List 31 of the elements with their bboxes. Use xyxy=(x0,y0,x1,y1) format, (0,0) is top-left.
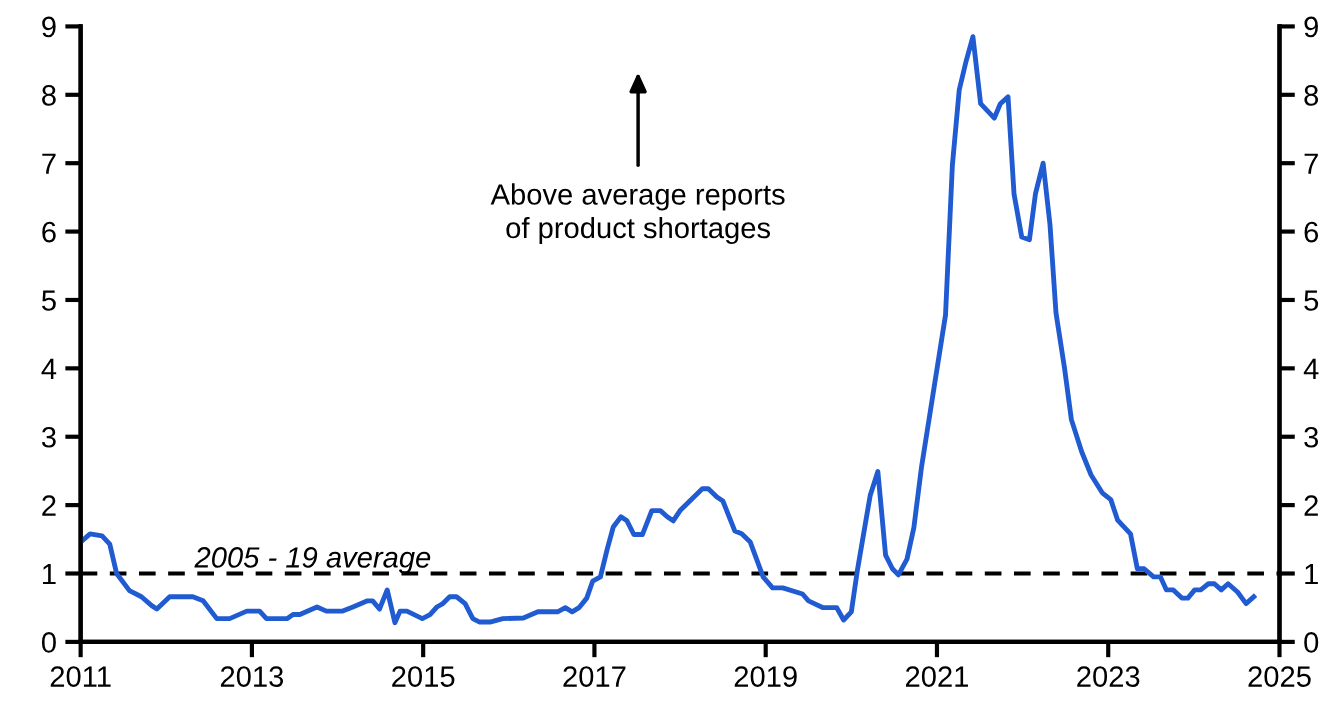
y-tick-label: 7 xyxy=(42,153,56,174)
y2-tick-label: 4 xyxy=(1303,358,1319,379)
y-tick-label: 2 xyxy=(42,495,56,516)
x-tick-label: 2015 xyxy=(392,666,455,687)
y-tick-label: 6 xyxy=(42,221,56,243)
y2-tick-label: 9 xyxy=(1304,16,1318,38)
y2-tick-label: 3 xyxy=(1304,426,1319,448)
y-tick-label: 9 xyxy=(42,16,56,38)
line-series xyxy=(80,34,1257,626)
x-tick-label: 2013 xyxy=(220,666,284,687)
y2-tick-label: 0 xyxy=(1304,632,1319,653)
y-tick-label: 5 xyxy=(41,290,56,311)
y-tick-label: 4 xyxy=(41,358,57,379)
x-tick-label: 2017 xyxy=(563,666,626,687)
x-tick-label: 2025 xyxy=(1248,666,1311,687)
y2-tick-label: 6 xyxy=(1304,221,1319,243)
y-tick-label: 0 xyxy=(41,632,56,653)
x-tick-label: 2019 xyxy=(734,666,797,687)
y2-tick-label: 5 xyxy=(1304,290,1319,311)
ref-line-label: 2005 - 19 average xyxy=(194,547,431,574)
x-tick-label: 2011 xyxy=(50,666,111,687)
y2-tick-label: 2 xyxy=(1304,495,1318,516)
y-tick-label: 1 xyxy=(43,564,56,585)
y2-tick-label: 7 xyxy=(1304,153,1318,174)
y2-tick-label: 1 xyxy=(1305,564,1318,585)
x-tick-label: 2023 xyxy=(1077,666,1140,687)
y-tick-label: 3 xyxy=(41,426,56,448)
x-tick-label: 2021 xyxy=(905,666,968,687)
annotation: Above average reports of product shortages xyxy=(490,183,785,245)
y2-tick-label: 8 xyxy=(1304,85,1319,106)
y-tick-label: 8 xyxy=(42,85,56,106)
